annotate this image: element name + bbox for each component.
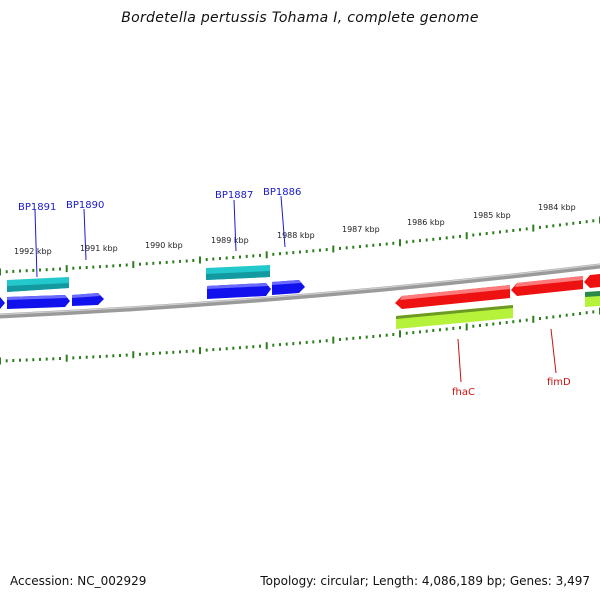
gene-label-fimD[interactable]: fimD [547,377,571,388]
gene-label-bp1891[interactable]: BP1891 [18,202,56,213]
gene-fhaC-red-highlight [400,285,510,300]
kbp-label-1990: 1990 kbp [145,241,183,250]
gene-label-bp1887[interactable]: BP1887 [215,190,253,201]
genome-summary-text: Topology: circular; Length: 4,086,189 bp… [260,574,590,588]
leader-bp1890 [83,208,87,261]
gene-right-edge-green[interactable] [585,294,600,307]
forward-strand-genes [0,265,305,309]
gene-label-bp1886[interactable]: BP1886 [263,187,301,198]
gene-right-edge-red[interactable] [584,274,600,288]
gene-right-edge-dark [585,291,600,297]
map-title: Bordetella pertussis Tohama I, complete … [121,10,479,26]
leader-fhaC [457,338,462,383]
gene-fhaC-green[interactable] [396,305,513,329]
kbp-label-1989: 1989 kbp [211,236,249,245]
leader-bp1886 [280,195,286,248]
kbp-scale-labels: 1992 kbp 1991 kbp 1990 kbp 1989 kbp 1988… [14,203,576,256]
gene-bp1887-blue-highlight [207,283,268,289]
kbp-label-1987: 1987 kbp [342,225,380,234]
kbp-label-1988: 1988 kbp [277,231,315,240]
gene-name-labels: BP1891 BP1890 BP1887 BP1886 fhaC fimD [18,187,571,398]
leader-bp1891 [34,209,38,278]
inner-tick-ring [0,307,600,365]
kbp-label-1985: 1985 kbp [473,211,511,220]
outer-tick-ring [0,216,600,276]
reverse-strand-genes [395,274,600,329]
gene-fimD-red-highlight [515,276,583,287]
chromosome-backbone-highlight [0,263,600,316]
chromosome-backbone [0,263,600,319]
gene-label-leaders [34,195,557,383]
kbp-label-1991: 1991 kbp [80,244,118,253]
gene-bp1891-cyan-shade [7,283,69,292]
gene-label-bp1890[interactable]: BP1890 [66,200,104,211]
leader-fimD [550,328,557,374]
gene-bp1886-blue-highlight [272,280,301,285]
accession-text: Accession: NC_002929 [10,574,147,588]
gene-label-fhaC[interactable]: fhaC [452,387,475,398]
kbp-label-1986: 1986 kbp [407,218,445,227]
leader-bp1887 [233,199,237,252]
gene-fhaC-green-edge [396,305,513,319]
gene-bp1890-blue-highlight [72,293,100,298]
gene-bp1887-cyan-shade [206,271,270,280]
kbp-label-1984: 1984 kbp [538,203,576,212]
gene-left-edge-blue[interactable] [0,297,5,309]
kbp-label-1992: 1992 kbp [14,247,52,256]
gene-bp1891-blue-highlight [7,295,67,300]
